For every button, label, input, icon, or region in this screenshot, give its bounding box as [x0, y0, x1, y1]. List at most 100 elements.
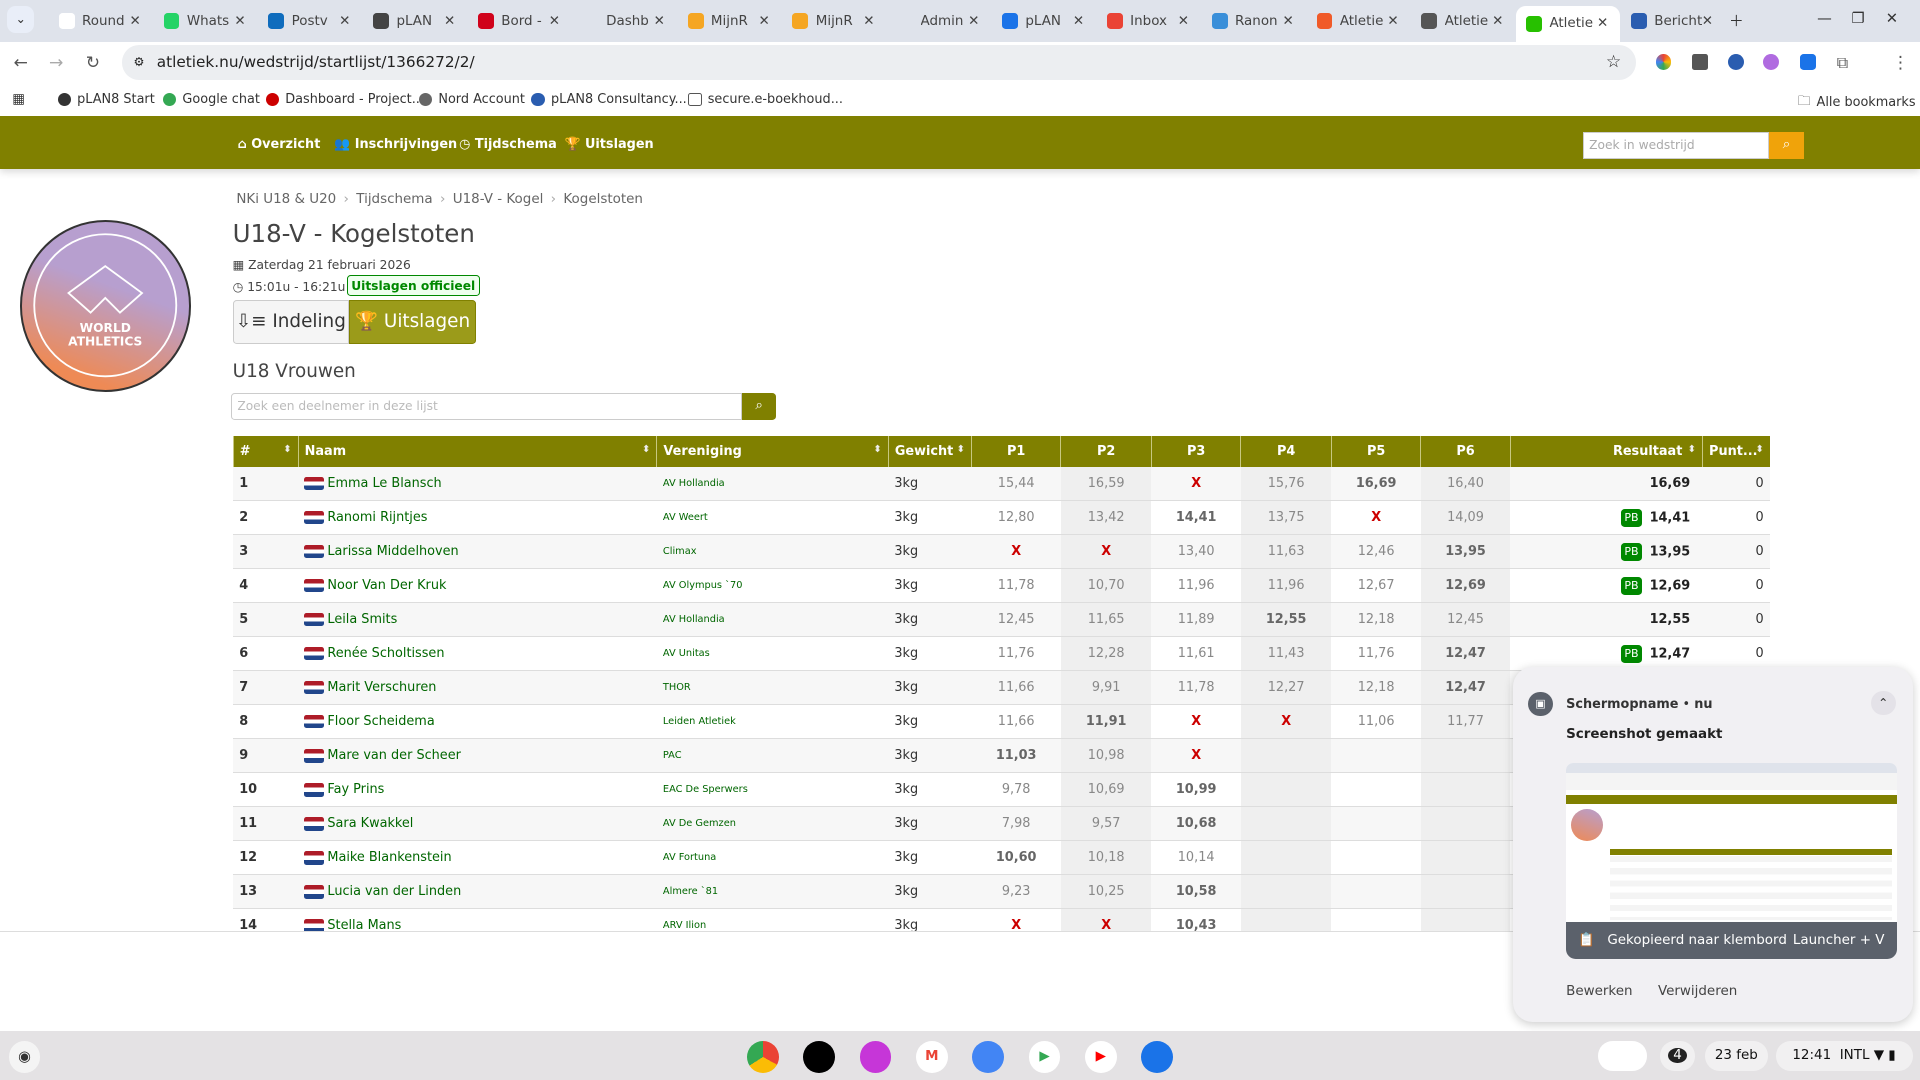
close-tab-icon[interactable]: ✕: [1177, 13, 1189, 29]
bookmark-item[interactable]: pLAN8 Consultancy...: [531, 92, 687, 107]
screenshot-thumbnail[interactable]: [1566, 762, 1897, 923]
site-info-icon[interactable]: ⚙: [133, 55, 145, 70]
new-tab-button[interactable]: ＋: [1728, 12, 1744, 30]
chrome-icon[interactable]: [746, 1040, 779, 1073]
browser-tab[interactable]: MijnR ✕: [678, 6, 782, 37]
club-link[interactable]: AV Olympus `70: [656, 568, 889, 604]
uitslagen-button[interactable]: 🏆 Uitslagen: [348, 299, 477, 345]
athlete-name-link[interactable]: Larissa Middelhoven: [298, 534, 657, 570]
browser-tab[interactable]: Ranon ✕: [1202, 6, 1306, 37]
status-area[interactable]: 12:41 INTL ▼ ▮: [1775, 1040, 1913, 1072]
close-tab-icon[interactable]: ✕: [653, 13, 665, 29]
column-header[interactable]: Gewicht ⬍: [887, 435, 972, 467]
close-tab-icon[interactable]: ✕: [1282, 13, 1294, 29]
club-link[interactable]: Leiden Atletiek: [656, 704, 889, 740]
youtube-icon[interactable]: ▶: [1084, 1040, 1117, 1073]
athlete-name-link[interactable]: Maike Blankenstein: [298, 840, 657, 876]
nav-uitslagen[interactable]: 🏆 Uitslagen: [564, 137, 654, 153]
nav-tijdschema[interactable]: ◷ Tijdschema: [459, 137, 557, 153]
bookmark-item[interactable]: Nord Account: [418, 92, 525, 107]
close-tab-icon[interactable]: ✕: [968, 13, 980, 29]
browser-tab[interactable]: Atletie ✕: [1516, 6, 1621, 42]
column-header[interactable]: Naam ⬍: [297, 435, 657, 467]
close-tab-icon[interactable]: ✕: [129, 13, 141, 29]
athlete-name-link[interactable]: Noor Van Der Kruk: [298, 568, 657, 604]
browser-tab[interactable]: Dashb ✕: [573, 6, 677, 37]
club-link[interactable]: AV Unitas: [656, 636, 889, 672]
athlete-name-link[interactable]: Leila Smits: [298, 602, 657, 638]
club-link[interactable]: Climax: [656, 534, 889, 570]
breadcrumb-item[interactable]: NKi U18 & U20: [236, 192, 337, 208]
participant-search-input[interactable]: Zoek een deelnemer in deze lijst: [231, 393, 743, 420]
nav-inschrijvingen[interactable]: 👥 Inschrijvingen: [334, 137, 458, 153]
bookmark-item[interactable]: Google chat: [162, 92, 260, 107]
club-link[interactable]: AV Weert: [656, 500, 889, 536]
all-bookmarks[interactable]: 🗀 Alle bookmarks: [1798, 92, 1916, 114]
extension-icon[interactable]: [1655, 53, 1672, 70]
holding-space-thumbnail[interactable]: [1597, 1040, 1647, 1072]
athlete-name-link[interactable]: Mare van der Scheer: [298, 738, 657, 774]
sort-icon[interactable]: ⬍: [956, 443, 965, 455]
athlete-name-link[interactable]: Stella Mans: [298, 908, 657, 931]
club-link[interactable]: AV Hollandia: [656, 602, 889, 638]
indeling-button[interactable]: ⇩≡ Indeling: [232, 299, 349, 345]
restore-button[interactable]: ❐: [1851, 9, 1865, 27]
browser-tab[interactable]: Round ✕: [49, 6, 153, 37]
browser-tab[interactable]: Bord - ✕: [468, 6, 572, 37]
nav-overzicht[interactable]: ⌂ Overzicht: [237, 137, 321, 153]
bookmark-star-icon[interactable]: ☆: [1605, 52, 1622, 73]
athlete-name-link[interactable]: Floor Scheidema: [298, 704, 657, 740]
sort-icon[interactable]: ⬍: [873, 443, 882, 455]
athlete-name-link[interactable]: Ranomi Rijntjes: [298, 500, 657, 536]
browser-tab[interactable]: Atletie ✕: [1412, 6, 1516, 37]
gmail-icon[interactable]: M: [915, 1040, 948, 1073]
notification-counter[interactable]: 4: [1660, 1040, 1695, 1072]
close-tab-icon[interactable]: ✕: [339, 13, 351, 29]
club-link[interactable]: AV Hollandia: [656, 466, 889, 502]
bookmark-item[interactable]: secure.e-boekhoud...: [688, 92, 843, 107]
close-tab-icon[interactable]: ✕: [1387, 13, 1399, 29]
back-icon[interactable]: ←: [13, 52, 28, 73]
browser-tab[interactable]: Atletie ✕: [1307, 6, 1411, 37]
browser-tab[interactable]: pLAN ✕: [363, 6, 467, 37]
athlete-name-link[interactable]: Lucia van der Linden: [298, 874, 657, 910]
collapse-chevron-up-icon[interactable]: ⌃: [1871, 690, 1896, 716]
athlete-name-link[interactable]: Fay Prins: [298, 772, 657, 808]
tab-search-chevron-icon[interactable]: ⌄: [7, 6, 35, 34]
forward-icon[interactable]: →: [48, 52, 64, 73]
browser-tab[interactable]: Whats ✕: [154, 6, 258, 37]
club-link[interactable]: PAC: [656, 738, 889, 774]
column-header[interactable]: # ⬍: [232, 435, 299, 467]
browser-tab[interactable]: Postv ✕: [259, 6, 363, 37]
close-tab-icon[interactable]: ✕: [234, 13, 246, 29]
competition-search-input[interactable]: Zoek in wedstrijd: [1583, 132, 1770, 160]
column-header[interactable]: Resultaat ⬍: [1509, 435, 1703, 467]
close-tab-icon[interactable]: ✕: [758, 13, 770, 29]
close-tab-icon[interactable]: ✕: [443, 13, 456, 29]
club-link[interactable]: EAC De Sperwers: [656, 772, 889, 808]
close-tab-icon[interactable]: ✕: [1072, 13, 1085, 29]
copied-to-clipboard-bar[interactable]: 📋 Gekopieerd naar klembord Launcher + V: [1566, 922, 1897, 959]
club-link[interactable]: ARV Ilion: [656, 908, 889, 931]
sort-icon[interactable]: ⬍: [283, 443, 292, 455]
column-header[interactable]: Vereniging ⬍: [656, 435, 889, 467]
reload-icon[interactable]: ↻: [85, 52, 101, 73]
column-header[interactable]: Punt... ⬍: [1701, 435, 1770, 467]
close-window-button[interactable]: ✕: [1885, 9, 1899, 27]
browser-tab[interactable]: Admin ✕: [888, 6, 992, 37]
extensions-puzzle-icon[interactable]: ⧉: [1836, 52, 1849, 72]
close-tab-icon[interactable]: ✕: [1596, 16, 1609, 32]
close-tab-icon[interactable]: ✕: [1701, 13, 1714, 29]
athlete-name-link[interactable]: Emma Le Blansch: [298, 466, 657, 502]
delete-button[interactable]: Verwijderen: [1657, 984, 1738, 1000]
bookmark-item[interactable]: Dashboard - Project...: [265, 92, 424, 107]
bookmark-item[interactable]: pLAN8 Start: [57, 92, 155, 107]
athlete-name-link[interactable]: Renée Scholtissen: [298, 636, 657, 672]
play-store-icon[interactable]: ▶: [1028, 1040, 1061, 1073]
menu-icon[interactable]: ⋮: [1891, 52, 1909, 73]
club-link[interactable]: THOR: [656, 670, 889, 706]
files-icon[interactable]: [1141, 1040, 1174, 1073]
extension-icon[interactable]: [1692, 53, 1709, 70]
club-link[interactable]: AV De Gemzen: [656, 806, 889, 842]
edit-button[interactable]: Bewerken: [1566, 984, 1633, 1000]
